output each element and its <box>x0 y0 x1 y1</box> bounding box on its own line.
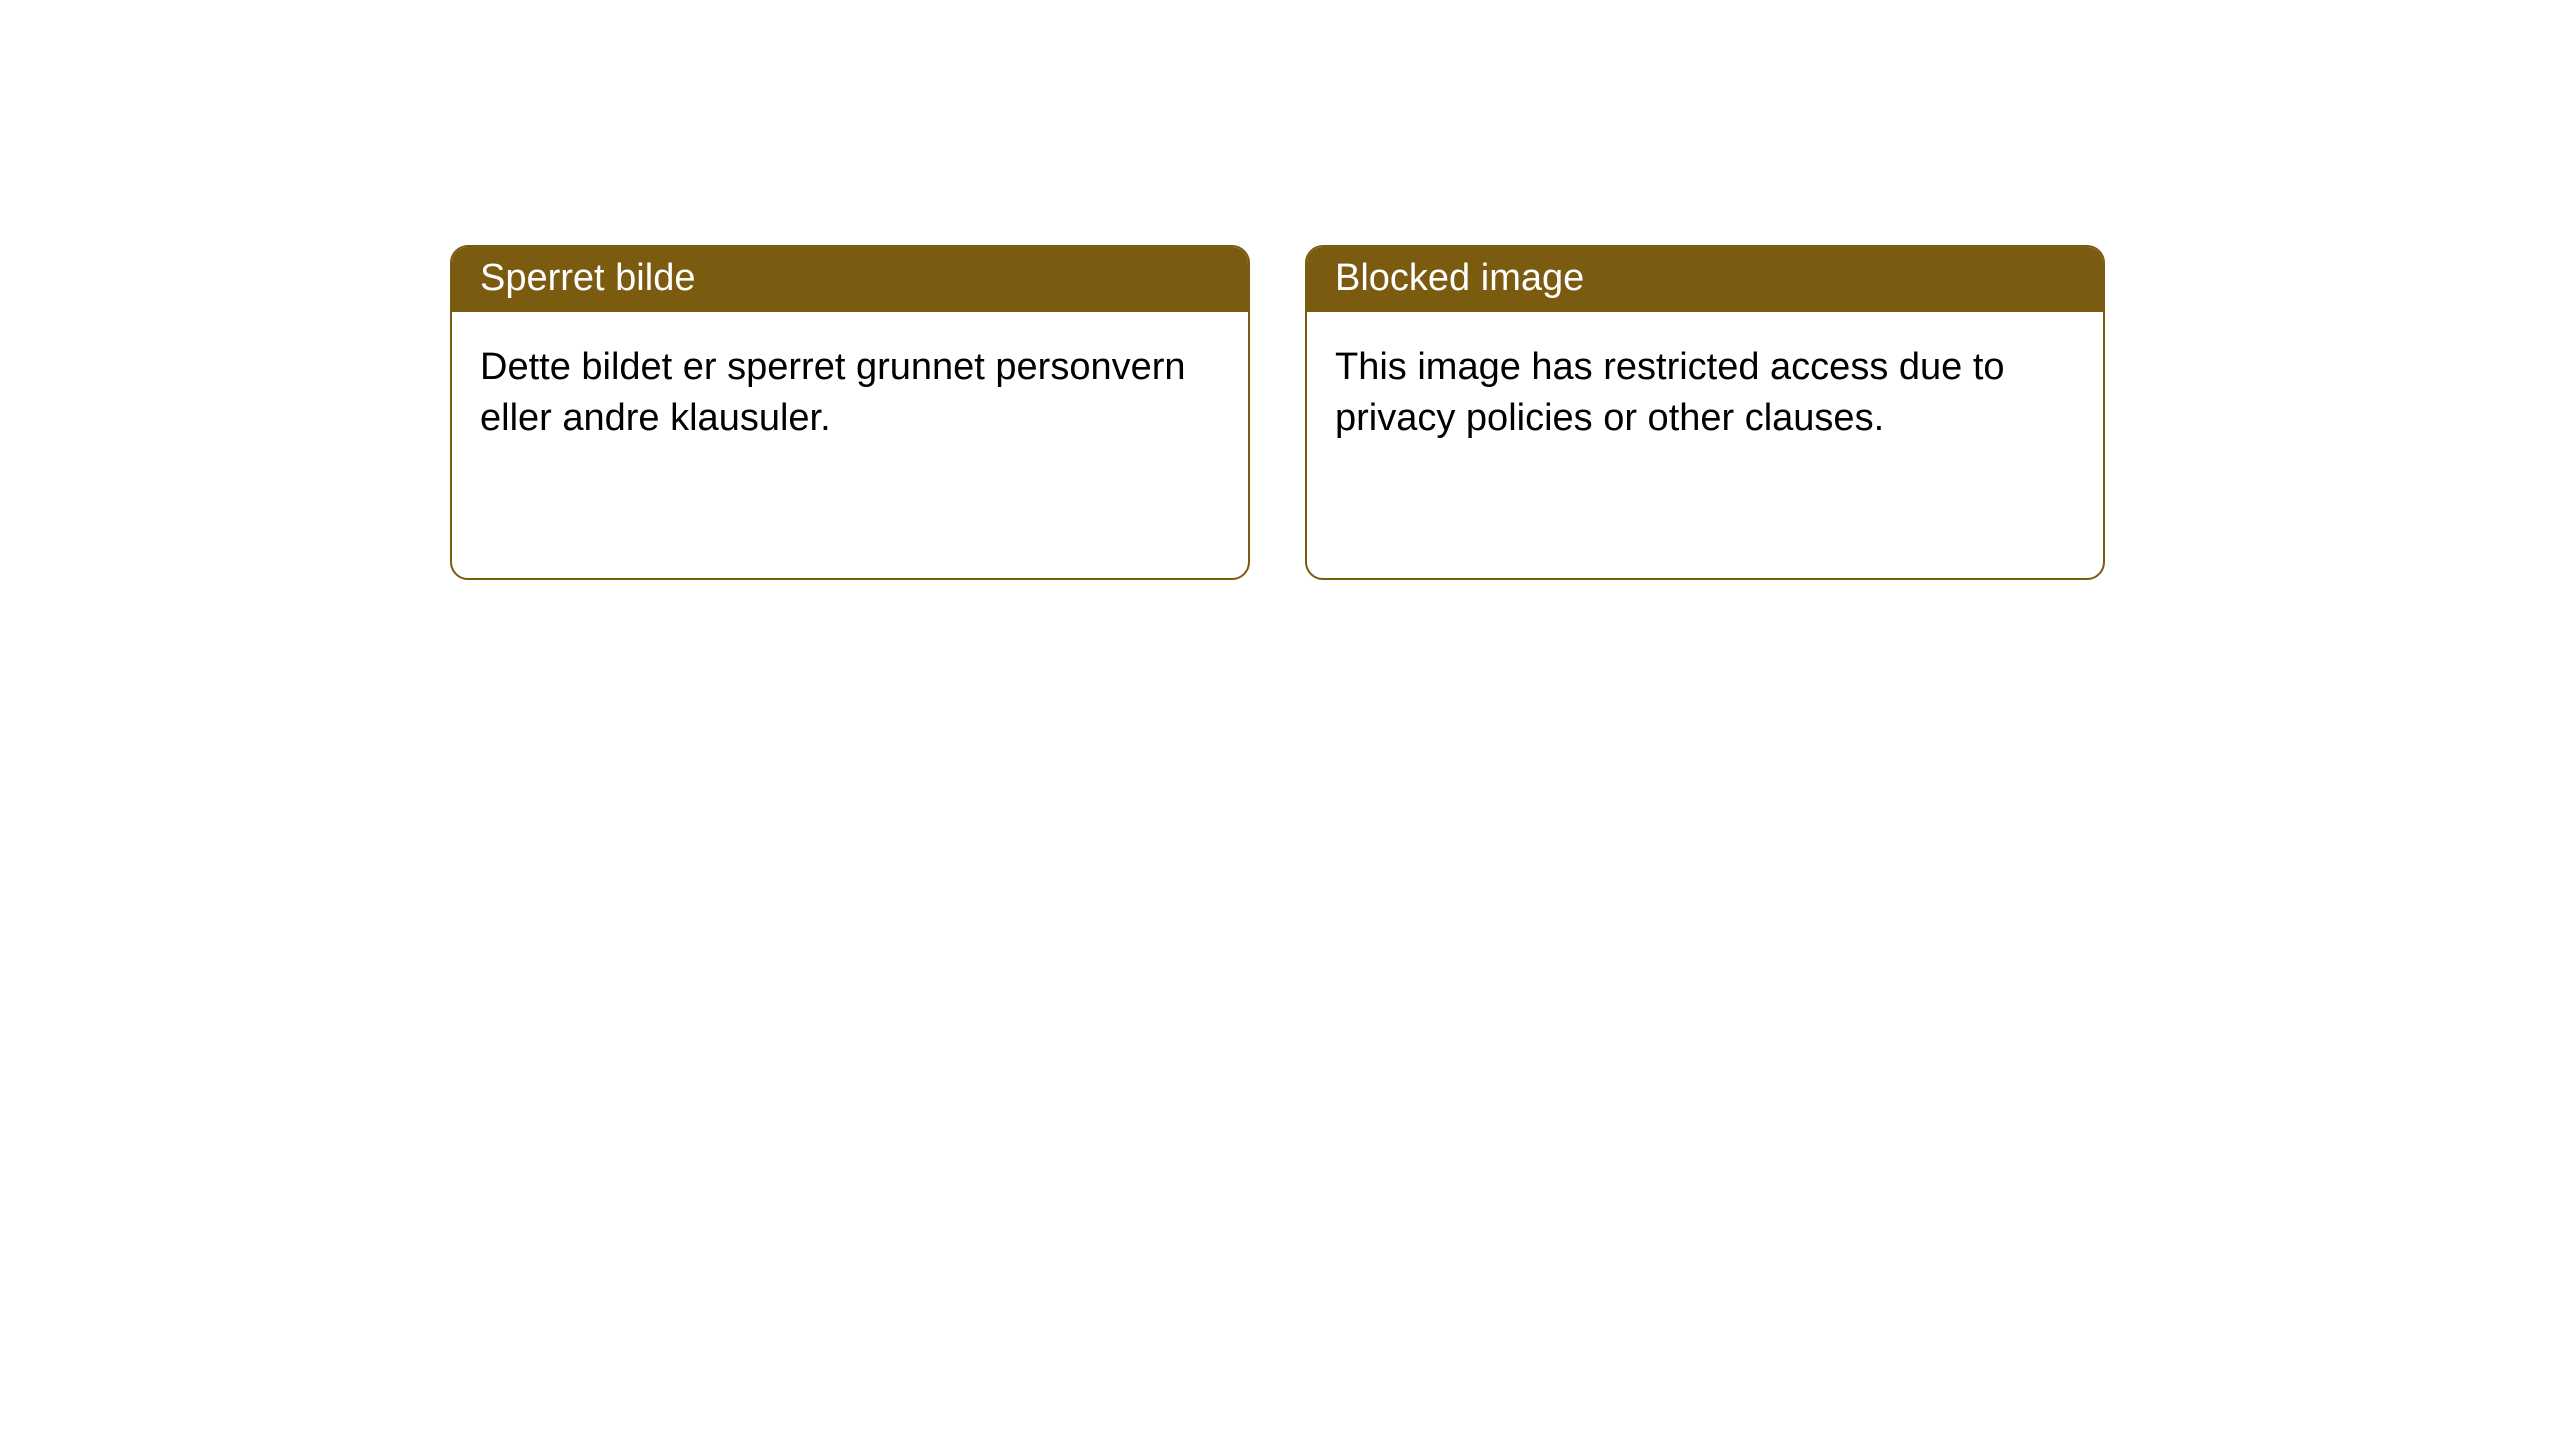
notice-card-body: Dette bildet er sperret grunnet personve… <box>452 312 1248 473</box>
notice-card-norwegian: Sperret bilde Dette bildet er sperret gr… <box>450 245 1250 580</box>
notice-card-title: Sperret bilde <box>452 247 1248 312</box>
blocked-image-notices: Sperret bilde Dette bildet er sperret gr… <box>450 245 2105 580</box>
notice-card-english: Blocked image This image has restricted … <box>1305 245 2105 580</box>
notice-card-title: Blocked image <box>1307 247 2103 312</box>
notice-card-body: This image has restricted access due to … <box>1307 312 2103 473</box>
